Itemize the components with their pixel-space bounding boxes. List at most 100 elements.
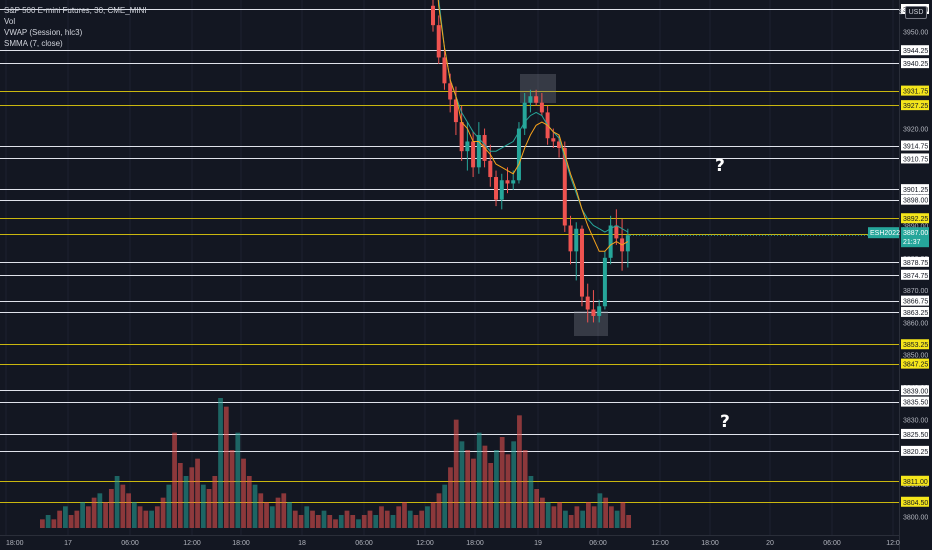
volume-bar [586, 502, 591, 528]
volume-bar [436, 493, 442, 528]
volume-bar [384, 510, 390, 528]
volume-bar [482, 445, 488, 528]
volume-bar [338, 515, 344, 528]
level-price-label: 3901.25 [903, 187, 928, 194]
volume-bar [419, 510, 425, 528]
volume-bar [74, 510, 80, 528]
level-price-label: 3820.25 [903, 449, 928, 456]
level-price-badge [901, 269, 929, 280]
x-tick-label: 12:00 [651, 540, 669, 547]
volume-bar [80, 502, 85, 528]
candle-body [471, 141, 476, 168]
vwap-line [438, 0, 629, 233]
volume-bar [68, 515, 74, 528]
volume-bar [540, 497, 545, 528]
volume-bar [315, 515, 321, 528]
volume-bar [114, 476, 120, 528]
volume-bar [281, 493, 287, 528]
candle-body [448, 83, 453, 100]
x-tick-label: 12:0 [886, 540, 900, 547]
volume-bar [373, 515, 379, 528]
x-tick-label: 18:00 [6, 540, 24, 547]
volume-bar [517, 415, 522, 528]
volume-bar [488, 463, 494, 528]
x-tick-label: 17 [64, 540, 72, 547]
level-price-badge [901, 213, 929, 224]
x-tick-label: 06:00 [121, 540, 139, 547]
volume-bar [413, 515, 419, 528]
volume-bar [189, 467, 195, 528]
volume-bar [298, 515, 304, 528]
volume-bar [453, 419, 459, 528]
candle-body [522, 102, 527, 129]
candle-body [574, 228, 579, 252]
volume-bar [430, 502, 436, 528]
volume-bar [545, 502, 551, 528]
last-price-badge [901, 227, 929, 248]
volume-bar [212, 476, 218, 528]
volume-bar [304, 506, 310, 528]
volume-bar [292, 510, 298, 528]
x-tick-label: 06:00 [355, 540, 373, 547]
volume-bar [177, 463, 183, 528]
volume-bar [563, 510, 568, 528]
candle-body [499, 180, 504, 200]
volume-bar [609, 506, 614, 528]
question-mark-annotation-upper: ? [715, 156, 725, 176]
currency-selector[interactable]: $ USD [899, 6, 927, 19]
volume-bar [172, 432, 177, 528]
candle-body [597, 306, 602, 316]
y-tick-label: 3870.00 [903, 288, 928, 295]
volume-bar [402, 502, 407, 528]
volume-bar [45, 515, 51, 528]
x-tick-label: 06:00 [589, 540, 607, 547]
volume-bar [620, 502, 626, 528]
candle-body [459, 122, 464, 152]
volume-bar [528, 476, 534, 528]
level-price-badge [901, 306, 929, 317]
countdown-label: 21:37 [903, 239, 921, 246]
candle-body [494, 177, 499, 200]
candle-body [442, 57, 447, 84]
volume-bar [223, 406, 229, 528]
level-price-badge [901, 153, 929, 164]
legend-symbol: S&P 500 E-mini Futures, 30, CME_MINI [4, 6, 147, 15]
legend-volume: Vol [4, 17, 16, 26]
level-price-label: 3866.75 [903, 299, 928, 306]
volume-bar [390, 515, 396, 528]
level-price-label: 3898.00 [903, 198, 928, 205]
level-price-badge [901, 100, 929, 111]
y-tick-label: 3860.00 [903, 320, 928, 327]
volume-bar [344, 510, 350, 528]
level-price-badge [901, 58, 929, 69]
level-price-badge [901, 358, 929, 369]
chart-legend: S&P 500 E-mini Futures, 30, CME_MINI Vol… [4, 5, 147, 49]
level-price-label: 3874.75 [903, 273, 928, 280]
volume-bar [471, 458, 476, 528]
currency-prefix: $ [899, 9, 903, 16]
volume-bar [287, 502, 292, 528]
x-tick-label: 18:00 [466, 540, 484, 547]
volume-bar [143, 510, 149, 528]
level-price-label: 3853.25 [903, 342, 928, 349]
x-tick-label: 12:00 [416, 540, 434, 547]
candle-body [516, 128, 521, 181]
level-price-badge [901, 85, 929, 96]
level-price-badge [901, 194, 929, 205]
volume-bar [356, 519, 361, 528]
y-tick-label: 3830.00 [903, 417, 928, 424]
volume-bar [568, 515, 574, 528]
level-price-label: 3910.75 [903, 156, 928, 163]
candle-body [568, 225, 573, 252]
level-price-badge [901, 496, 929, 507]
x-tick-label: 20 [766, 540, 774, 547]
candle-body [585, 296, 590, 310]
candle-body [511, 180, 516, 184]
y-tick-label: 3950.00 [903, 30, 928, 37]
volume-bar [442, 484, 448, 528]
volume-bar [258, 493, 264, 528]
level-price-label: 3878.75 [903, 260, 928, 267]
level-price-label: 3839.00 [903, 388, 928, 395]
volume-bar [218, 398, 223, 528]
